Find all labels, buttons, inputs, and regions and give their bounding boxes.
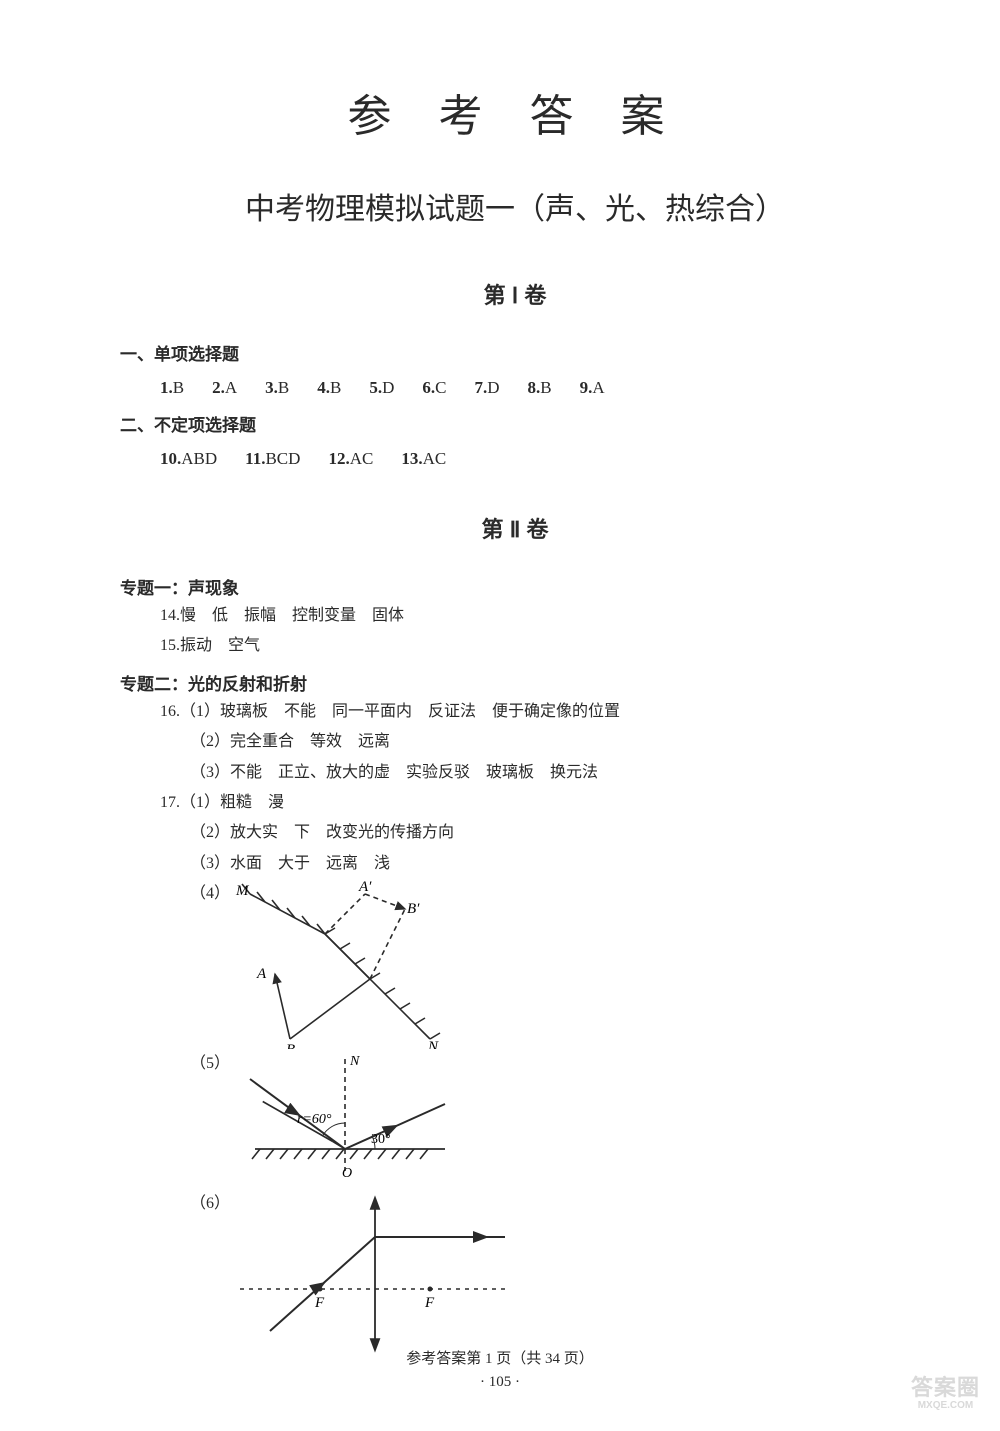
- section-1-heading: 一、单项选择题: [120, 340, 910, 365]
- part-6-label: （6）: [190, 1189, 230, 1219]
- topic-2-heading: 专题二：光的反射和折射: [120, 670, 910, 695]
- answer-item: 13.AC: [401, 442, 446, 476]
- svg-text:30°: 30°: [371, 1132, 391, 1147]
- answer-17-6-row: （6） FF: [120, 1189, 910, 1359]
- section-2-heading: 二、不定项选择题: [120, 411, 910, 436]
- svg-text:N: N: [427, 1039, 439, 1049]
- diagram-6-lens: FF: [230, 1189, 520, 1359]
- diagram-5-refraction: Nr=60° 30° O: [230, 1049, 460, 1189]
- diagram-4-corner-mirror: M A′ B′ A B N: [230, 879, 460, 1049]
- page-number: · 105 ·: [0, 1374, 1000, 1391]
- answer-16-1: 16.（1）玻璃板 不能 同一平面内 反证法 便于确定像的位置: [120, 697, 910, 727]
- volume-2-heading: 第 Ⅱ 卷: [120, 512, 910, 544]
- answer-item: 11.BCD: [245, 442, 300, 476]
- answer-item: 5.D: [369, 371, 394, 405]
- answer-item: 4.B: [317, 371, 341, 405]
- answer-item: 8.B: [527, 371, 551, 405]
- watermark-top: 答案圈: [911, 1376, 980, 1400]
- page-container: 参 考 答 案 中考物理模拟试题一（声、光、热综合） 第 Ⅰ 卷 一、单项选择题…: [0, 0, 1000, 1431]
- answer-17-2: （2）放大实 下 改变光的传播方向: [120, 818, 910, 848]
- watermark: 答案圈 MXQE.COM: [911, 1376, 980, 1411]
- answer-17-4-row: （4） M A′ B′ A B N: [120, 879, 910, 1049]
- svg-text:F: F: [314, 1295, 325, 1311]
- answer-item: 10.ABD: [160, 442, 217, 476]
- answer-item: 1.B: [160, 371, 184, 405]
- answer-17-5-row: （5） Nr=60° 30° O: [120, 1049, 910, 1189]
- svg-text:B: B: [286, 1042, 295, 1049]
- answer-16-3: （3）不能 正立、放大的虚 实验反驳 玻璃板 换元法: [120, 758, 910, 788]
- svg-text:A: A: [256, 966, 267, 982]
- answer-item: 9.A: [580, 371, 605, 405]
- footer-line-text: 参考答案第 1 页（共 34 页）: [0, 1347, 1000, 1368]
- answer-item: 12.AC: [328, 442, 373, 476]
- multi-choice-answers: 10.ABD 11.BCD 12.AC 13.AC: [120, 442, 910, 476]
- topic-1-heading: 专题一：声现象: [120, 574, 910, 599]
- svg-text:M: M: [235, 883, 250, 899]
- answer-16-2: （2）完全重合 等效 远离: [120, 727, 910, 757]
- answer-15: 15.振动 空气: [120, 631, 910, 661]
- svg-text:r=60°: r=60°: [297, 1112, 332, 1127]
- watermark-bottom: MXQE.COM: [911, 1400, 980, 1411]
- answer-17-1: 17.（1）粗糙 漫: [120, 788, 910, 818]
- part-5-label: （5）: [190, 1049, 230, 1079]
- answer-item: 2.A: [212, 371, 237, 405]
- answer-14: 14.慢 低 振幅 控制变量 固体: [120, 601, 910, 631]
- volume-1-heading: 第 Ⅰ 卷: [120, 278, 910, 310]
- main-title: 参 考 答 案: [120, 80, 910, 144]
- svg-text:B′: B′: [407, 901, 420, 917]
- answer-item: 7.D: [474, 371, 499, 405]
- svg-text:N: N: [349, 1054, 360, 1069]
- svg-text:O: O: [342, 1166, 352, 1181]
- part-4-label: （4）: [190, 879, 230, 909]
- answer-item: 3.B: [265, 371, 289, 405]
- answer-item: 6.C: [422, 371, 446, 405]
- answer-17-3: （3）水面 大于 远离 浅: [120, 849, 910, 879]
- svg-text:F: F: [424, 1295, 435, 1311]
- single-choice-answers: 1.B 2.A 3.B 4.B 5.D 6.C 7.D 8.B 9.A: [120, 371, 910, 405]
- sub-title: 中考物理模拟试题一（声、光、热综合）: [120, 184, 910, 228]
- svg-text:A′: A′: [358, 879, 372, 895]
- page-footer: 参考答案第 1 页（共 34 页） · 105 ·: [0, 1347, 1000, 1391]
